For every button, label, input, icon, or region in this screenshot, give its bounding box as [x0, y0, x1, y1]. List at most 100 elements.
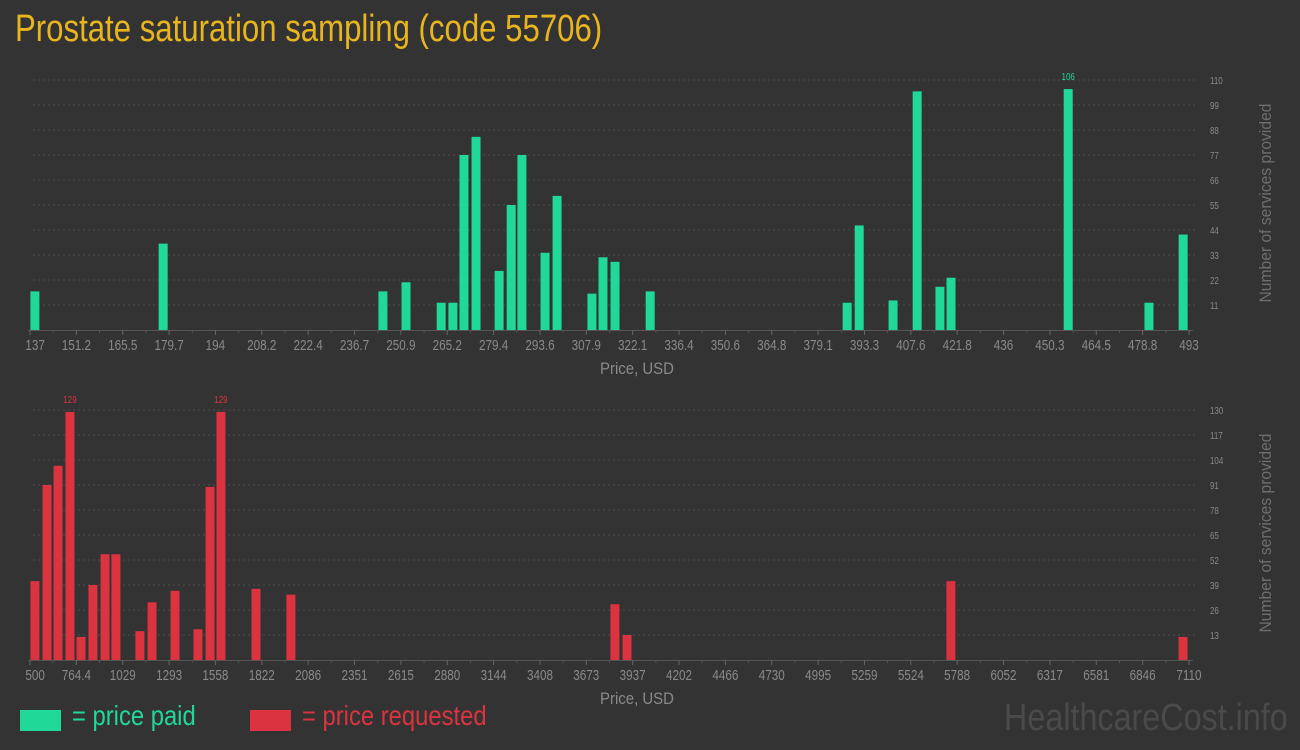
x-tick-label: 265.2 [433, 337, 462, 354]
bar [645, 291, 655, 330]
x-tick-label: 6846 [1130, 667, 1156, 684]
bar [506, 205, 516, 330]
bar [842, 302, 852, 330]
x-tick-label: 6317 [1037, 667, 1063, 684]
bar [1178, 234, 1188, 330]
x-tick-label: 493 [1179, 337, 1199, 354]
bar [494, 270, 504, 330]
x-tick-label: 364.8 [757, 337, 786, 354]
x-tick-label: 5788 [944, 667, 970, 684]
x-tick-label: 137 [25, 337, 45, 354]
x-tick-label: 3408 [527, 667, 553, 684]
bar [459, 155, 469, 330]
y-tick-label: 11 [1210, 300, 1218, 311]
y-tick-label: 13 [1210, 630, 1219, 641]
y-tick-label: 33 [1210, 250, 1219, 261]
y-tick-label: 65 [1210, 530, 1219, 541]
bar [610, 261, 620, 330]
bar [205, 486, 215, 660]
bar [88, 585, 98, 660]
bar [622, 635, 632, 660]
x-tick-label: 4202 [666, 667, 692, 684]
x-tick-label: 4730 [759, 667, 785, 684]
bar [42, 485, 52, 660]
bar [436, 302, 446, 330]
x-tick-label: 7110 [1176, 667, 1201, 684]
bar [286, 594, 296, 660]
y-tick-label: 52 [1210, 555, 1219, 566]
y-tick-label: 22 [1210, 275, 1219, 286]
y-tick-label: 78 [1210, 505, 1219, 516]
bar [100, 554, 110, 660]
x-tick-label: 393.3 [850, 337, 879, 354]
x-tick-label: 336.4 [664, 337, 694, 354]
y-tick-label: 66 [1210, 175, 1219, 186]
bar [888, 300, 898, 330]
bar [935, 286, 945, 330]
bar [65, 411, 75, 660]
legend-swatch-requested [250, 710, 291, 731]
x-axis-title: Price, USD [600, 360, 674, 378]
x-tick-label: 421.8 [943, 337, 972, 354]
bar [30, 291, 40, 330]
x-tick-label: 4995 [805, 667, 831, 684]
x-tick-label: 250.9 [386, 337, 415, 354]
x-tick-label: 3937 [620, 667, 646, 684]
x-tick-label: 293.6 [525, 337, 554, 354]
y-tick-label: 77 [1210, 150, 1219, 161]
x-tick-label: 500 [25, 667, 45, 684]
x-tick-label: 3144 [481, 667, 507, 684]
x-tick-label: 764.4 [62, 667, 92, 684]
x-tick-label: 208.2 [247, 337, 276, 354]
x-tick-label: 222.4 [294, 337, 324, 354]
x-tick-label: 3673 [573, 667, 599, 684]
y-tick-label: 91 [1210, 480, 1219, 491]
x-tick-label: 1029 [110, 667, 136, 684]
bar [610, 604, 620, 660]
x-tick-label: 350.6 [711, 337, 740, 354]
max-value-label: 129 [63, 394, 76, 405]
x-tick-label: 407.6 [896, 337, 925, 354]
x-tick-label: 236.7 [340, 337, 369, 354]
bar [912, 91, 922, 330]
max-value-label: 106 [1062, 71, 1075, 82]
x-tick-label: 6581 [1083, 667, 1109, 684]
bar [854, 225, 864, 330]
x-tick-label: 1822 [249, 667, 275, 684]
x-tick-label: 279.4 [479, 337, 509, 354]
legend-label-paid: = price paid [72, 700, 196, 731]
x-tick-label: 5259 [851, 667, 877, 684]
bar [30, 581, 40, 660]
x-tick-label: 1558 [202, 667, 228, 684]
bar [946, 581, 956, 660]
bar [587, 293, 597, 330]
y-tick-label: 130 [1210, 405, 1223, 416]
bar [76, 636, 86, 660]
y-tick-label: 88 [1210, 125, 1219, 136]
x-tick-label: 2086 [295, 667, 321, 684]
bar [517, 155, 527, 330]
x-tick-label: 436 [994, 337, 1014, 354]
bar [135, 631, 145, 660]
bar [946, 277, 956, 330]
y-tick-label: 26 [1210, 605, 1219, 616]
x-tick-label: 478.8 [1128, 337, 1157, 354]
x-tick-label: 4466 [712, 667, 738, 684]
x-tick-label: 194 [206, 337, 226, 354]
bar [147, 602, 157, 660]
bar [111, 554, 121, 660]
y-tick-label: 110 [1210, 75, 1223, 86]
bar [1063, 89, 1073, 330]
x-tick-label: 464.5 [1082, 337, 1111, 354]
bar [598, 257, 608, 330]
bar [193, 629, 203, 660]
x-tick-label: 450.3 [1035, 337, 1064, 354]
x-tick-label: 179.7 [154, 337, 183, 354]
x-tick-label: 5524 [898, 667, 924, 684]
x-tick-label: 151.2 [62, 337, 91, 354]
x-axis-title: Price, USD [600, 690, 674, 708]
y-tick-label: 44 [1210, 225, 1219, 236]
y-tick-label: 55 [1210, 200, 1219, 211]
legend-label-requested: = price requested [302, 700, 487, 731]
